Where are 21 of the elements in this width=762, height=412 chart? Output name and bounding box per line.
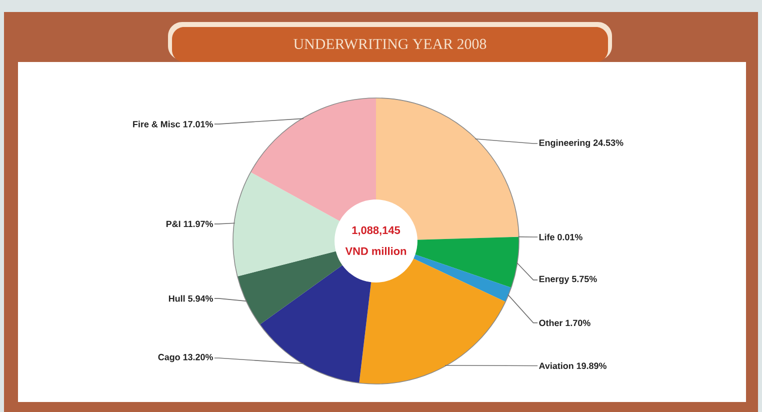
slice-label: Aviation bbox=[539, 362, 574, 370]
data-label: 17.01% bbox=[183, 121, 213, 128]
slice-label: P&I bbox=[166, 220, 180, 228]
text: VND million bbox=[345, 246, 406, 256]
data-label: 19.89% bbox=[576, 362, 606, 370]
data-label: 11.97% bbox=[184, 220, 213, 228]
data-label: 0.01% bbox=[558, 234, 582, 240]
data-label: 13.20% bbox=[183, 354, 213, 360]
slice-label: Engineering bbox=[539, 139, 590, 148]
slice-label: Fire & Misc bbox=[133, 120, 180, 128]
slice-label: Cago bbox=[158, 354, 180, 362]
data-label: 5.94% bbox=[188, 295, 213, 302]
slice-label: Life bbox=[539, 234, 554, 240]
slice-label: Other bbox=[539, 320, 563, 326]
slice-label: Hull bbox=[168, 295, 185, 302]
data-label: 5.75% bbox=[572, 276, 597, 282]
text: 1,088,145 bbox=[352, 226, 400, 236]
data-label: 1.70% bbox=[566, 320, 590, 326]
chart-title: UNDERWRITING YEAR 2008 bbox=[294, 38, 486, 50]
slice-label: Energy bbox=[539, 276, 570, 284]
data-label: 24.53% bbox=[593, 140, 624, 146]
